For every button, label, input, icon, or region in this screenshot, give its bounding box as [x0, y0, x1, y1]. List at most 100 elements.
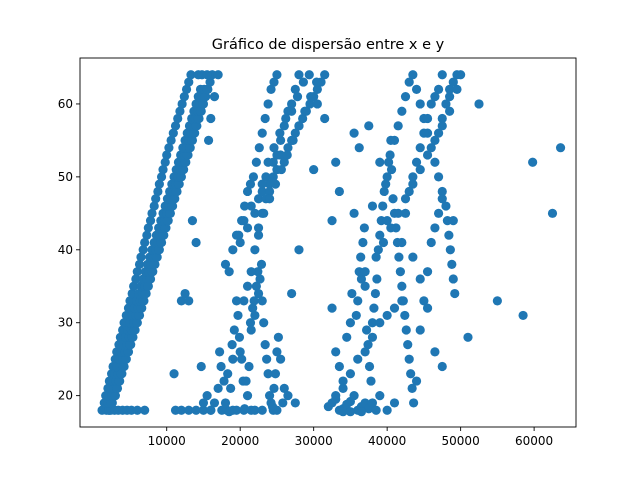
data-point	[426, 99, 436, 109]
data-point	[256, 259, 267, 269]
data-point	[361, 325, 372, 335]
data-point	[246, 201, 256, 211]
data-point	[242, 281, 253, 291]
data-point	[257, 405, 267, 415]
data-point	[287, 99, 297, 109]
data-point	[234, 332, 245, 342]
data-point	[360, 281, 370, 291]
data-point	[492, 296, 502, 306]
data-point	[116, 369, 126, 379]
data-point	[408, 172, 418, 182]
data-point	[156, 172, 167, 182]
data-point	[290, 84, 300, 94]
data-point	[260, 113, 270, 124]
data-point	[231, 296, 242, 306]
data-point	[279, 157, 289, 167]
data-point	[136, 252, 146, 262]
data-point	[298, 113, 308, 124]
y-tick-label: 30	[58, 316, 73, 330]
data-point	[266, 84, 276, 94]
data-point	[400, 92, 411, 102]
data-point	[395, 267, 405, 277]
data-point	[125, 296, 135, 306]
data-point	[176, 405, 186, 415]
data-point	[272, 70, 282, 80]
data-point	[213, 383, 223, 393]
data-point	[219, 376, 229, 386]
data-point	[158, 230, 168, 240]
data-point	[165, 208, 175, 218]
data-point	[250, 310, 260, 321]
data-point	[250, 245, 260, 255]
data-point	[338, 407, 348, 417]
data-point	[437, 121, 447, 131]
data-point	[153, 186, 163, 197]
data-point	[375, 157, 385, 167]
data-point	[356, 252, 366, 262]
data-point	[250, 208, 260, 218]
data-point	[384, 157, 394, 167]
y-tick-label: 50	[58, 170, 73, 184]
data-point	[191, 405, 201, 415]
data-point	[259, 318, 269, 328]
data-point	[400, 208, 411, 218]
data-point	[134, 259, 145, 269]
data-point	[176, 172, 186, 182]
data-point	[143, 223, 153, 233]
data-point	[251, 281, 261, 291]
data-point	[294, 245, 304, 255]
data-point	[175, 106, 185, 116]
data-point	[272, 150, 282, 160]
data-point	[437, 186, 447, 197]
data-point	[181, 84, 192, 94]
data-point	[370, 288, 380, 299]
data-point	[445, 92, 455, 102]
data-point	[191, 121, 201, 131]
data-point	[448, 274, 458, 284]
data-points	[97, 70, 566, 417]
data-point	[160, 157, 170, 167]
data-point	[437, 70, 447, 80]
data-point	[246, 325, 256, 335]
data-point	[253, 267, 263, 277]
data-point	[430, 135, 440, 146]
data-point	[134, 310, 144, 321]
data-point	[209, 398, 220, 408]
data-point	[371, 252, 381, 262]
data-point	[154, 245, 164, 255]
data-point	[147, 208, 157, 218]
data-point	[162, 216, 173, 226]
data-point	[151, 194, 161, 204]
data-point	[240, 404, 250, 414]
data-point	[180, 288, 190, 299]
data-point	[441, 99, 451, 109]
data-point	[375, 318, 385, 328]
data-point	[409, 398, 419, 408]
data-point	[378, 201, 388, 211]
data-point	[386, 164, 397, 175]
data-point	[452, 84, 462, 94]
data-point	[287, 288, 297, 299]
data-point	[276, 354, 286, 364]
data-point	[264, 391, 275, 401]
data-point	[415, 274, 425, 284]
data-point	[242, 186, 253, 197]
data-point	[408, 179, 418, 189]
data-point	[331, 391, 341, 401]
data-point	[367, 332, 378, 342]
data-point	[261, 172, 271, 182]
data-point	[342, 332, 352, 342]
data-point	[269, 143, 279, 153]
data-point	[433, 172, 444, 182]
data-point	[359, 223, 369, 233]
data-point	[448, 77, 458, 87]
data-point	[389, 398, 400, 408]
data-point	[433, 128, 444, 138]
data-point	[422, 303, 433, 313]
data-point	[220, 398, 231, 408]
data-point	[237, 216, 247, 226]
data-point	[474, 99, 484, 109]
data-point	[167, 201, 177, 211]
data-point	[353, 354, 363, 364]
